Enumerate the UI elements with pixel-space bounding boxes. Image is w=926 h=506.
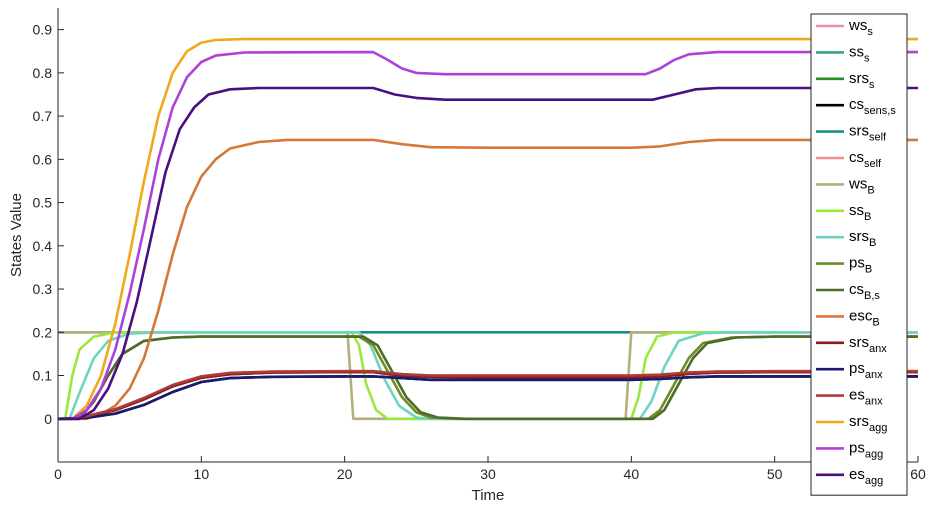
- legend: wssssssrsscssens,ssrsselfcsselfwsBssBsrs…: [810, 13, 908, 496]
- legend-entry-name: cs: [849, 281, 864, 298]
- legend-entry-label: srsagg: [849, 413, 887, 434]
- legend-entry-subscript: agg: [865, 448, 883, 460]
- legend-entry-label: srsanx: [849, 334, 887, 355]
- x-tick-label: 20: [337, 466, 353, 482]
- y-tick-label: 0.1: [33, 368, 53, 384]
- legend-entry-name: es: [849, 466, 865, 483]
- x-tick-label: 40: [624, 466, 640, 482]
- y-tick-label: 0.8: [33, 65, 53, 81]
- legend-box: [810, 13, 908, 496]
- legend-entry-subscript: B,s: [864, 290, 880, 302]
- x-tick-label: 30: [480, 466, 496, 482]
- legend-entry-name: srs: [849, 70, 869, 87]
- y-tick-label: 0.6: [33, 151, 53, 167]
- legend-entry-name: esc: [849, 307, 873, 324]
- legend-entry-subscript: self: [869, 132, 887, 144]
- legend-entry-subscript: B: [872, 316, 879, 328]
- legend-entry-name: srs: [849, 123, 869, 140]
- legend-entry-label: esanx: [849, 387, 883, 408]
- legend-entry-name: srs: [849, 228, 869, 245]
- x-axis-title: Time: [472, 487, 505, 504]
- legend-entry-subscript: agg: [869, 422, 887, 434]
- y-tick-label: 0: [44, 411, 52, 427]
- legend-entry-subscript: s: [867, 26, 873, 38]
- legend-entry-subscript: sens,s: [864, 105, 896, 117]
- legend-entry-label: escB: [849, 307, 880, 328]
- series-line-cs-Bs: [58, 335, 918, 421]
- legend-entry-label: psanx: [849, 360, 883, 381]
- legend-entry-name: ps: [849, 439, 865, 456]
- x-tick-label: 60: [910, 466, 926, 482]
- legend-entry-name: srs: [849, 334, 869, 351]
- legend-entry-label: esagg: [849, 466, 883, 487]
- legend-entry-subscript: anx: [869, 343, 887, 355]
- legend-entry-subscript: B: [864, 211, 871, 223]
- series-line-ss-B: [58, 331, 918, 421]
- legend-entry-subscript: B: [867, 184, 874, 196]
- legend-entry-subscript: s: [869, 79, 875, 91]
- legend-entry-label: sss: [849, 43, 870, 64]
- x-tick-label: 0: [54, 466, 62, 482]
- legend-entry-name: ws: [848, 175, 867, 192]
- legend-entry-subscript: s: [864, 52, 870, 64]
- legend-entry-subscript: B: [869, 237, 876, 249]
- y-tick-label: 0.9: [33, 22, 53, 38]
- legend-entry-name: ps: [849, 255, 865, 272]
- legend-entry-name: ss: [849, 202, 864, 219]
- legend-entry-name: cs: [849, 96, 864, 113]
- legend-entry-name: es: [849, 387, 865, 404]
- legend-entry-label: csself: [849, 149, 882, 170]
- legend-entry-label: psagg: [849, 439, 883, 460]
- legend-entry-label: srsself: [849, 123, 887, 144]
- y-tick-label: 0.5: [33, 195, 53, 211]
- x-tick-label: 10: [194, 466, 210, 482]
- series-line-srs-agg: [58, 37, 918, 421]
- legend-entry-subscript: agg: [865, 475, 883, 487]
- series-line-es-agg: [58, 86, 918, 421]
- legend-entry-label: csB,s: [849, 281, 880, 302]
- legend-entry-label: srsB: [849, 228, 876, 249]
- legend-entry-name: ss: [849, 43, 864, 60]
- legend-entry-name: ps: [849, 360, 865, 377]
- legend-entry-subscript: anx: [865, 369, 883, 381]
- y-tick-label: 0.4: [33, 238, 53, 254]
- legend-entry-label: ssB: [849, 202, 871, 223]
- axes: 0 10 20 30 40 50 60 0 0.1 0.2 0.3 0.4 0.5 0.6 0.7 0.8 0.…: [8, 8, 926, 504]
- legend-entry-label: wss: [848, 17, 873, 38]
- legend-entry-name: ws: [848, 17, 867, 34]
- legend-entry-label: cssens,s: [849, 96, 896, 117]
- legend-entry-label: wsB: [848, 175, 875, 196]
- series-line-ps-anx: [58, 375, 918, 421]
- series-line-ps-agg: [58, 50, 918, 421]
- series-line-esc-B: [58, 138, 918, 421]
- x-tick-label: 50: [767, 466, 783, 482]
- series-line-srs-B: [58, 331, 918, 421]
- legend-entry-label: srss: [849, 70, 875, 91]
- y-axis-title: States Value: [8, 193, 25, 277]
- y-tick-label: 0.7: [33, 108, 53, 124]
- legend-entry-name: cs: [849, 149, 864, 166]
- legend-entry-name: srs: [849, 413, 869, 430]
- legend-entry-subscript: self: [864, 158, 882, 170]
- legend-entry-label: psB: [849, 255, 872, 276]
- plot-area: [58, 37, 918, 421]
- legend-entry-subscript: B: [865, 264, 872, 276]
- y-tick-label: 0.2: [33, 324, 53, 340]
- legend-entry-subscript: anx: [865, 396, 883, 408]
- series-line-es-anx: [58, 369, 918, 421]
- y-tick-label: 0.3: [33, 281, 53, 297]
